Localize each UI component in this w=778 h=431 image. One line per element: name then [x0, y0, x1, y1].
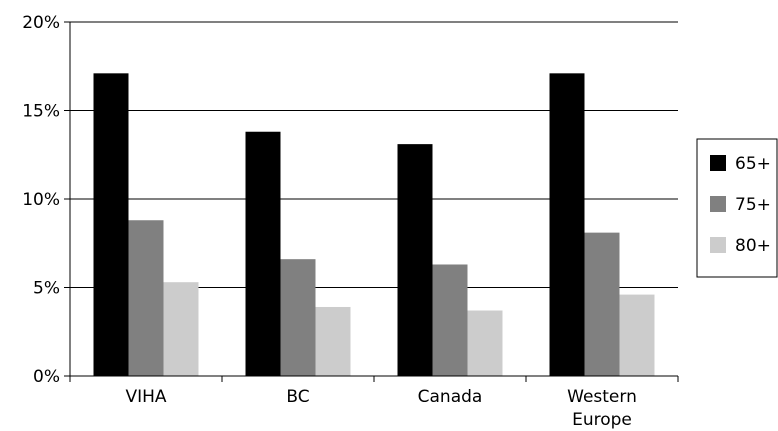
y-tick-label: 0%: [33, 367, 60, 387]
bar-75plus-2: [432, 264, 468, 376]
legend-swatch: [710, 196, 726, 212]
x-tick-label: Europe: [572, 410, 632, 430]
bar-65plus-2: [397, 144, 433, 376]
x-tick-label: Canada: [418, 387, 483, 407]
bar-80plus-2: [467, 310, 503, 376]
bar-65plus-3: [549, 73, 585, 376]
bar-80plus-1: [315, 306, 351, 376]
legend-label: 75+: [735, 195, 771, 215]
x-tick-label: Western: [567, 387, 637, 407]
y-tick-label: 20%: [22, 13, 60, 33]
bar-65plus-0: [93, 73, 129, 376]
y-tick-label: 10%: [22, 190, 60, 210]
legend-label: 65+: [735, 154, 771, 174]
bar-80plus-0: [163, 282, 199, 376]
y-tick-label: 5%: [33, 279, 60, 299]
bars: [93, 73, 655, 376]
axes: [64, 21, 679, 382]
x-tick-label: BC: [286, 387, 309, 407]
bar-80plus-3: [619, 294, 655, 376]
legend-swatch: [710, 155, 726, 171]
legend-label: 80+: [735, 236, 771, 256]
x-tick-label: VIHA: [125, 387, 166, 407]
bar-65plus-1: [245, 131, 281, 376]
y-tick-label: 15%: [22, 102, 60, 122]
legend-swatch: [710, 237, 726, 253]
bar-75plus-3: [584, 232, 620, 376]
bar-75plus-1: [280, 259, 316, 376]
bar-75plus-0: [128, 220, 164, 376]
axis-labels: 0% 5% 10% 15% 20% VIHA BC Canada Western Europe: [22, 13, 637, 430]
legend: 65+ 75+ 80+: [696, 138, 778, 278]
